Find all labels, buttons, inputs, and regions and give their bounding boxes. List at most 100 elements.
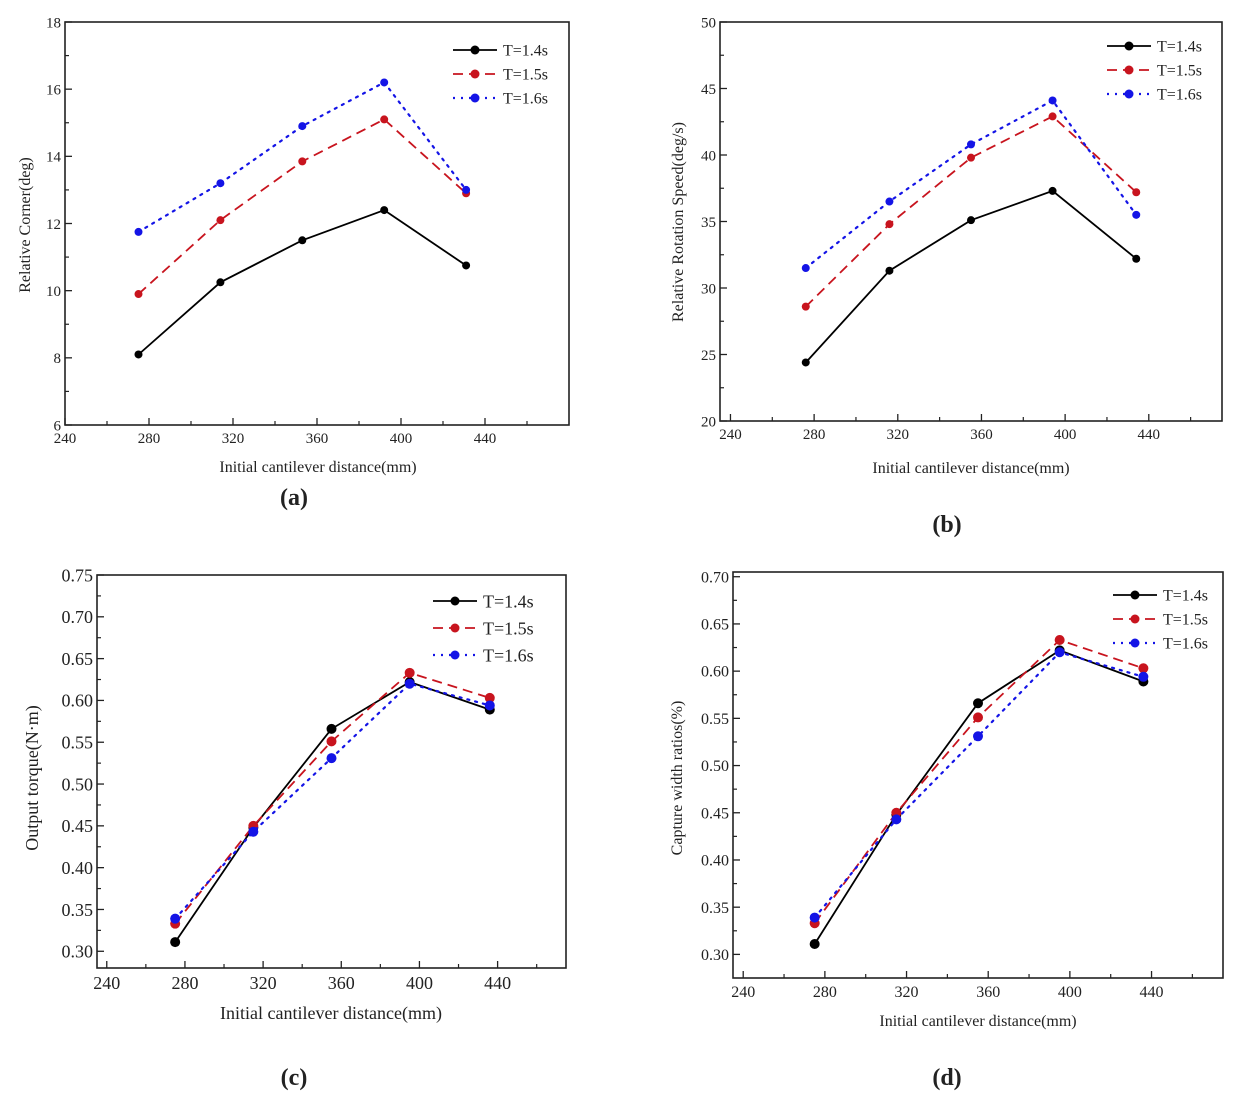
data-point-series-3 [885,197,894,206]
legend-label-3: T=1.6s [483,645,534,665]
data-point-series-3 [973,731,983,742]
legend-marker-1 [450,596,460,606]
legend-label-1: T=1.4s [483,591,534,611]
y-tick-label: 0.60 [62,691,94,711]
data-point-series-1 [967,216,975,225]
data-point-series-1 [170,937,181,948]
legend-marker-3 [1130,638,1140,648]
y-tick-label: 0.75 [62,565,94,585]
plot-frame [96,574,567,969]
series-line-3 [804,99,1138,270]
y-tick-label: 25 [701,348,716,364]
data-point-series-2 [298,157,307,166]
y-axis-title: Relative Rotation Speed(deg/s) [670,122,687,322]
data-point-series-3 [1138,671,1149,682]
legend-marker-3 [450,650,460,660]
chart-panel-c: 240 280 320 360 400 440 0.30 0.35 0.40 0.45 0.50 0.… [22,565,567,1091]
data-point-series-1 [462,261,471,270]
x-tick-label: 440 [1140,984,1164,1001]
data-point-series-3 [1048,96,1057,105]
x-tick-label: 400 [1058,984,1082,1001]
series-line-3 [137,80,468,233]
y-tick-label: 0.70 [701,569,729,586]
y-tick-label: 0.30 [62,942,94,962]
y-tick-label: 50 [701,15,716,31]
legend-marker-2 [470,69,480,79]
x-tick-label: 240 [54,431,77,447]
data-point-series-1 [134,350,143,359]
y-tick-label: 14 [46,150,62,166]
legend-marker-3 [470,93,480,103]
data-point-series-3 [404,678,415,689]
panel-label: (d) [932,1065,961,1091]
x-tick-label: 400 [406,973,433,993]
y-tick-label: 20 [701,414,716,430]
y-axis-title: Output torque(N·m) [22,705,43,850]
data-point-series-2 [801,302,810,311]
legend-marker-2 [1124,65,1134,75]
data-point-series-1 [801,358,810,367]
y-tick-label: 0.55 [701,711,729,728]
x-axis-title: Initial cantilever distance(mm) [220,1003,442,1024]
y-tick-label: 0.40 [701,853,729,870]
x-tick-label: 360 [970,427,993,443]
data-point-series-2 [380,115,389,124]
y-tick-label: 10 [46,284,61,300]
data-point-series-2 [216,216,225,225]
legend-marker-2 [450,623,460,633]
legend-marker-1 [470,45,480,55]
chart-panel-b: 240 280 320 360 400 440 20 25 30 35 40 45 50 Initial … [670,15,1223,538]
y-tick-label: 12 [46,217,61,233]
data-point-series-2 [973,712,983,723]
y-tick-label: 0.30 [701,947,729,964]
legend-label-1: T=1.4s [1163,588,1208,605]
plot-frame [732,571,1224,979]
x-tick-label: 280 [138,431,161,447]
data-point-series-3 [891,814,902,825]
legend-label-3: T=1.6s [1157,87,1202,104]
legend-label-3: T=1.6s [1163,636,1208,653]
series-line-1 [174,681,491,943]
data-point-series-3 [1132,210,1141,219]
data-point-series-2 [1138,663,1149,674]
y-tick-label: 0.50 [62,774,94,794]
x-tick-label: 440 [484,973,511,993]
x-tick-label: 440 [474,431,497,447]
y-tick-label: 16 [46,82,62,98]
y-tick-label: 30 [701,281,716,297]
legend-marker-2 [1130,614,1140,624]
legend-label-2: T=1.5s [1157,63,1202,80]
data-point-series-2 [1132,188,1141,197]
y-axis-title: Relative Corner(deg) [17,157,34,293]
y-tick-label: 0.35 [62,900,94,920]
y-tick-label: 0.55 [62,733,94,753]
y-tick-label: 0.45 [701,805,729,822]
data-point-series-3 [801,264,810,273]
y-tick-label: 0.60 [701,664,729,681]
data-point-series-2 [134,290,143,299]
data-point-series-3 [967,140,975,149]
series-line-2 [137,118,467,295]
data-point-series-2 [1054,634,1065,645]
data-point-series-2 [1048,112,1057,121]
x-tick-label: 360 [328,973,355,993]
x-tick-label: 240 [719,427,742,443]
x-axis-title: Initial cantilever distance(mm) [219,459,416,476]
data-point-series-2 [484,692,495,703]
legend-marker-1 [1130,590,1140,600]
y-tick-label: 40 [701,148,716,164]
data-point-series-3 [484,700,495,711]
series-line-3 [174,682,491,920]
legend-label-1: T=1.4s [503,43,548,60]
y-tick-label: 6 [54,418,62,434]
data-point-series-1 [885,266,894,275]
data-point-series-3 [298,122,307,131]
data-point-series-3 [326,753,337,764]
x-tick-label: 360 [976,984,1000,1001]
series-line-2 [813,638,1144,924]
x-tick-label: 280 [171,973,198,993]
data-point-series-3 [462,185,471,194]
x-tick-label: 320 [895,984,919,1001]
y-tick-label: 0.40 [62,858,94,878]
